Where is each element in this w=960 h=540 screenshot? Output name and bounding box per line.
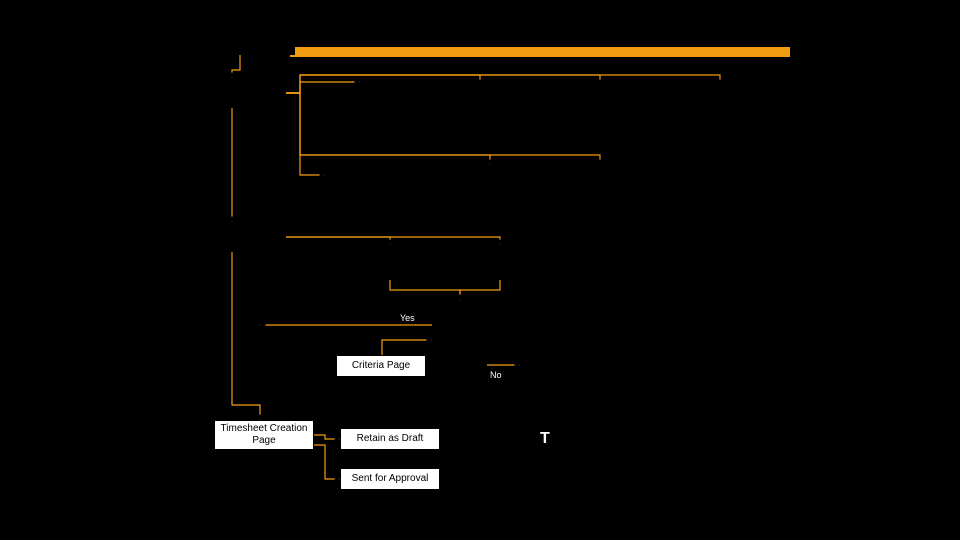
node-b2c [550,165,650,200]
node-b1b [425,85,535,120]
edge-label-yes: Yes [400,313,415,323]
node-creation: Timesheet Creation Page [214,420,314,450]
node-decide [432,300,487,365]
node-c2 [450,245,550,280]
edge-2 [232,252,260,420]
edge-10 [286,237,390,245]
node-sent: Sent for Approval [340,468,440,490]
node-label: Sent for Approval [352,473,429,485]
node-c1 [340,245,440,280]
edge-12 [390,280,460,300]
node-label: Retain as Draft [357,433,424,445]
footer-title: T [540,430,550,448]
title-accent-bar [290,47,790,57]
node-b1d [665,85,775,120]
node-home [185,25,295,55]
node-b2b [440,165,540,200]
node-b1a [320,82,405,112]
edge-17 [314,435,340,439]
node-label: Timesheet Creation Page [219,423,309,447]
node-criteria: Criteria Page [336,355,426,377]
edge-13 [460,280,500,300]
edge-18 [314,445,340,479]
node-b1c [545,85,655,120]
edge-0 [232,55,240,78]
edge-16 [382,340,432,355]
node-b2a [325,160,410,190]
edge-label-no: No [490,370,502,380]
node-retain: Retain as Draft [340,428,440,450]
node-step1 [176,78,286,108]
node-step2 [176,222,286,252]
node-label: Criteria Page [352,360,410,372]
edge-11 [286,237,500,245]
